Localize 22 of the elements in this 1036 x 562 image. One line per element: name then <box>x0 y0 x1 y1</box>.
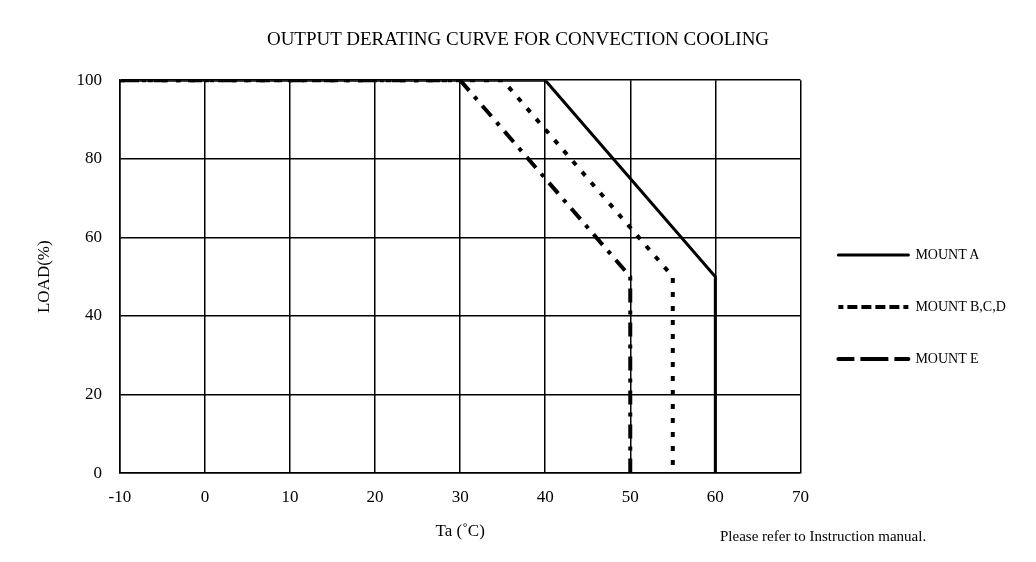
y-axis-title: LOAD(%) <box>33 240 53 314</box>
chart-title: OUTPUT DERATING CURVE FOR CONVECTION COOLING <box>265 28 771 50</box>
y-tick-label: 100 <box>76 69 102 89</box>
y-tick-label: 20 <box>84 384 102 404</box>
x-tick-label: 40 <box>536 486 554 506</box>
y-tick-label: 0 <box>93 462 102 482</box>
x-tick-label: 20 <box>366 486 384 506</box>
x-tick-label: -10 <box>108 486 132 506</box>
y-tick-label: 40 <box>84 305 102 325</box>
y-tick-label: 60 <box>84 226 102 246</box>
text: Please refer to Instruction manual. <box>720 528 927 545</box>
x-tick-label: 0 <box>200 486 210 506</box>
legend-label: MOUNT E <box>915 350 979 366</box>
x-tick-label: 50 <box>621 486 639 506</box>
x-tick-label: 60 <box>706 486 724 506</box>
x-tick-label: 30 <box>451 486 469 506</box>
x-axis-title: Ta (˚C) <box>435 521 485 541</box>
legend-label: MOUNT A <box>915 246 981 262</box>
x-tick-label: 10 <box>281 486 299 506</box>
legend-label: MOUNT B,C,D <box>915 298 1006 314</box>
x-tick-label: 70 <box>791 486 809 506</box>
y-tick-label: 80 <box>84 148 102 168</box>
